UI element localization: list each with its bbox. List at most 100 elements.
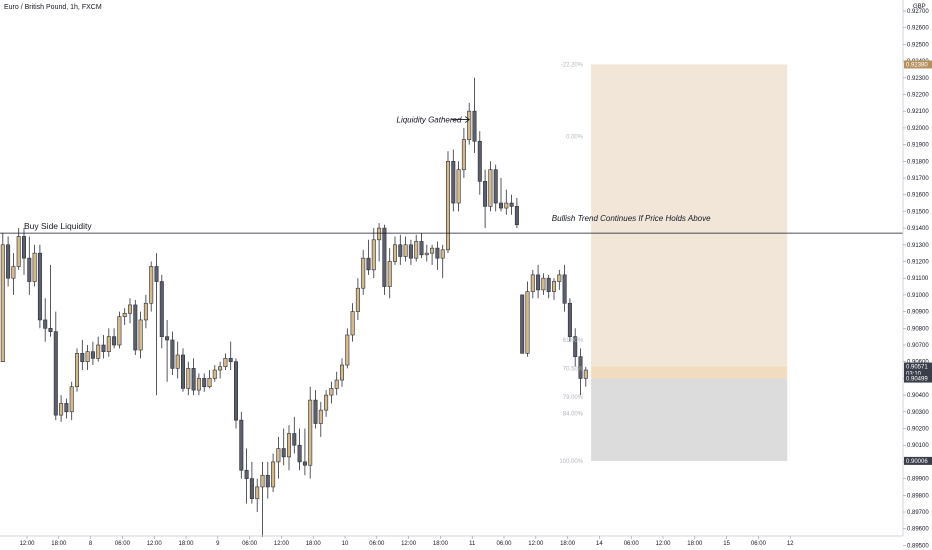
bullish-candle-body — [334, 379, 339, 389]
candle — [186, 361, 191, 396]
time-tick-label: 18:00 — [178, 541, 194, 547]
bearish-candle-body — [520, 294, 525, 354]
fib-level-label: -22.20% — [561, 62, 584, 68]
bullish-candle-body — [445, 161, 450, 251]
bearish-candle-body — [435, 247, 440, 259]
bearish-candle-body — [398, 244, 403, 257]
candle — [59, 395, 64, 422]
candle — [377, 223, 382, 262]
bearish-candle-body — [292, 433, 297, 446]
bullish-candle-body — [324, 394, 329, 411]
bullish-candle-body — [286, 433, 291, 458]
candle — [403, 236, 408, 262]
candle — [149, 261, 154, 312]
candle — [308, 386, 313, 479]
candle — [461, 127, 466, 178]
candle — [271, 453, 276, 492]
price-tick-label: 0.89900 — [907, 477, 929, 483]
bullish-candle-body — [149, 266, 154, 304]
candle — [90, 341, 95, 366]
arrow-head-icon — [464, 116, 470, 123]
annotation-texts: -22.20% 0.00% 61.80% 70.50% 79.00% 84.00% 100.… — [24, 62, 711, 464]
candle — [408, 239, 413, 265]
bullish-candle-body — [186, 368, 191, 389]
candle — [292, 416, 297, 454]
time-tick-label: 12:00 — [19, 541, 35, 547]
candle — [302, 428, 307, 476]
candle — [96, 336, 101, 362]
bullish-candle-body — [557, 274, 562, 282]
candle — [414, 234, 419, 262]
bullish-candle-body — [467, 110, 472, 140]
bullish-candle-body — [530, 274, 535, 292]
candle — [477, 131, 482, 195]
candle — [27, 236, 32, 295]
time-tick-label: 8 — [89, 541, 93, 547]
time-tick-label: 06:00 — [369, 541, 385, 547]
candle — [53, 311, 58, 421]
candle — [318, 401, 323, 437]
bullish-candle-body — [218, 366, 223, 371]
candle — [69, 381, 74, 421]
fib-level-label: 61.80% — [563, 338, 584, 344]
time-tick-label: 06:00 — [751, 541, 767, 547]
candle — [43, 298, 48, 342]
bullish-candle-body — [106, 336, 111, 352]
candle — [154, 253, 159, 396]
bearish-candle-body — [239, 419, 244, 471]
bullish-candle-body — [138, 319, 143, 351]
bullish-candle-body — [175, 354, 180, 369]
price-tag — [904, 369, 932, 378]
candle — [37, 244, 42, 329]
bearish-candle-body — [6, 244, 11, 279]
time-tick-label: 12:00 — [528, 541, 544, 547]
candle — [366, 239, 371, 275]
candle — [143, 294, 148, 329]
bearish-candle-body — [53, 331, 58, 416]
price-tick-label: 0.90300 — [907, 410, 929, 416]
candle — [170, 331, 175, 376]
candle — [567, 298, 572, 342]
candle — [557, 269, 562, 290]
candle — [64, 398, 69, 419]
candle — [520, 294, 525, 354]
candle — [21, 228, 26, 275]
chart-title: Euro / British Pound, 1h, FXCM — [4, 4, 102, 11]
time-tick-label: 9 — [216, 541, 220, 547]
candle — [467, 102, 472, 145]
bearish-candle-body — [170, 339, 175, 369]
candle — [297, 428, 302, 471]
price-tick-label: 0.90200 — [907, 427, 929, 433]
bearish-candle-body — [472, 110, 477, 142]
bullish-candle-body — [143, 302, 148, 321]
candle — [191, 358, 196, 396]
time-tick-label: 14 — [596, 541, 603, 547]
candle — [6, 236, 11, 287]
bearish-candle-body — [546, 277, 551, 292]
candle — [488, 161, 493, 212]
time-tick-label: 12:00 — [147, 541, 163, 547]
bullish-candle-body — [456, 169, 461, 204]
candle — [551, 278, 556, 300]
price-tick-label: 0.92700 — [907, 9, 929, 15]
price-tick-label: 0.90100 — [907, 443, 929, 449]
bearish-candle-body — [234, 361, 239, 421]
fib-level-label: 84.00% — [563, 411, 584, 417]
bullish-candle-body — [59, 403, 64, 416]
fib-level-label: 100.00% — [559, 459, 583, 465]
price-tag-label: 03:10 — [906, 371, 922, 377]
bullish-candle-body — [122, 312, 127, 317]
bearish-candle-body — [80, 353, 85, 363]
candle — [504, 189, 509, 215]
bearish-candle-body — [228, 358, 233, 362]
entry-zone — [591, 366, 788, 379]
fib-level-label: 70.50% — [563, 366, 584, 372]
candle — [456, 161, 461, 212]
bearish-candle-body — [313, 399, 318, 424]
bearish-candle-body — [281, 448, 286, 458]
candle — [196, 373, 201, 396]
candle — [234, 358, 239, 429]
price-tick-label: 0.90400 — [907, 393, 929, 399]
bearish-candle-body — [165, 336, 170, 341]
